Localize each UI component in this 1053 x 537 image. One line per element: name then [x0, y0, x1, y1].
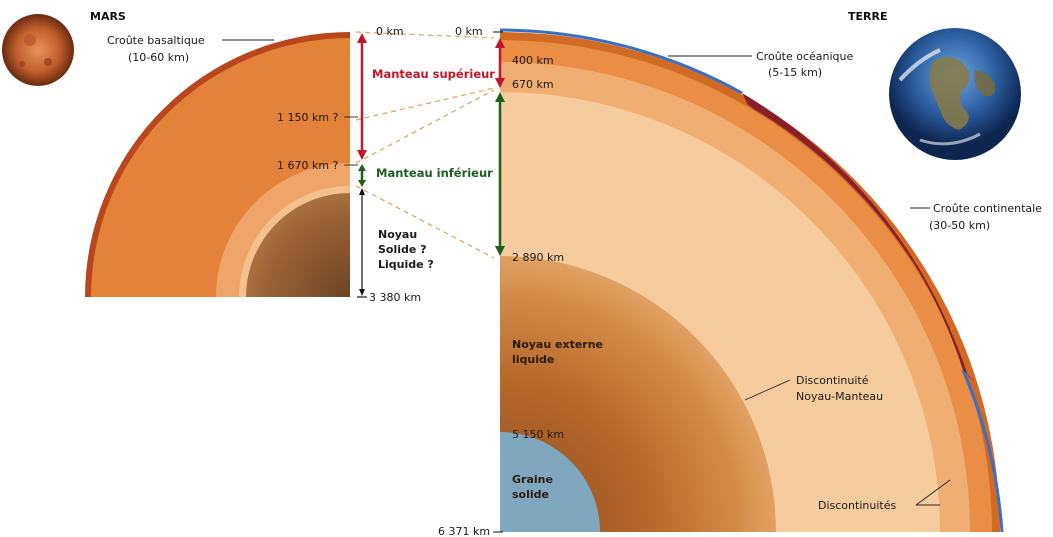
earth-depth-5150: 5 150 km	[512, 428, 564, 441]
continental-crust-label: Croûte continentale	[933, 202, 1042, 215]
leader-lines	[222, 39, 951, 506]
earth-oceanic-crust-2	[961, 369, 1004, 533]
earth-planet-image	[889, 28, 1021, 160]
earth-arrows	[493, 31, 505, 533]
mars-depth-1150: 1 150 km ?	[277, 111, 339, 124]
mars-crust-label: Croûte basaltique	[107, 34, 205, 47]
mars-depth-1670: 1 670 km ?	[277, 159, 339, 172]
earth-depth-400: 400 km	[512, 54, 554, 67]
mars-depth-3380: 3 380 km	[369, 291, 421, 304]
earth-section	[499, 28, 1004, 533]
mars-core-line2: Solide ?	[378, 243, 427, 256]
mars-upper-arrow-head-top	[357, 33, 367, 43]
lower-mantle-label: Manteau inférieur	[376, 166, 493, 180]
discontinuities-label: Discontinuités	[818, 499, 896, 512]
mars-title: MARS	[90, 10, 126, 23]
link-upper	[355, 89, 495, 164]
mars-planet-image	[2, 14, 74, 86]
mars-core-layer	[246, 193, 350, 297]
link-upper-b	[355, 87, 495, 121]
upper-mantle-label: Manteau supérieur	[372, 67, 495, 81]
cmb-line1: Discontinuité	[796, 374, 869, 387]
outer-core-line1: Noyau externe	[512, 338, 603, 351]
mars-section	[85, 32, 350, 297]
correlation-lines	[355, 31, 495, 259]
earth-inner-core-layer	[500, 432, 600, 532]
mars-crust-range: (10-60 km)	[128, 51, 189, 64]
inner-core-line2: solide	[512, 488, 549, 501]
link-lower	[355, 185, 495, 259]
mars-core-line1: Noyau	[378, 228, 417, 241]
earth-oceanic-crust	[499, 28, 743, 95]
inner-core-line1: Graine	[512, 473, 553, 486]
mars-core-line3: Liquide ?	[378, 258, 434, 271]
earth-title: TERRE	[848, 10, 887, 23]
mars-depth-0: 0 km	[376, 25, 404, 38]
cmb-line2: Noyau-Manteau	[796, 390, 883, 403]
earth-depth-670: 670 km	[512, 78, 554, 91]
earth-depth-0: 0 km	[455, 25, 483, 38]
oceanic-crust-range: (5-15 km)	[768, 66, 822, 79]
mars-arrows	[357, 33, 367, 298]
continental-crust-range: (30-50 km)	[929, 219, 990, 232]
outer-core-line2: liquide	[512, 353, 554, 366]
oceanic-crust-label: Croûte océanique	[756, 50, 854, 63]
earth-depth-6371: 6 371 km	[438, 525, 490, 537]
mars-upper-arrow-head-bottom	[357, 150, 367, 160]
earth-depth-2890: 2 890 km	[512, 251, 564, 264]
